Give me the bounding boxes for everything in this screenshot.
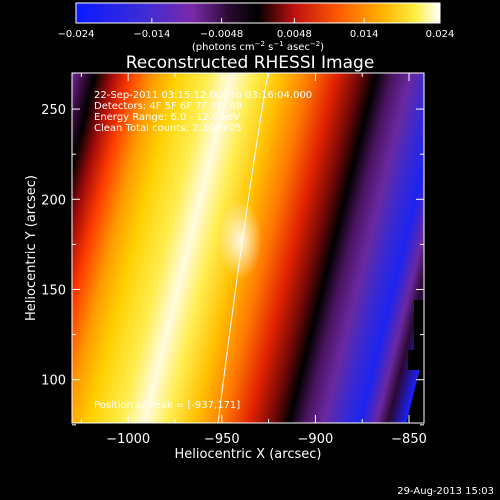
axis-ticks: −1000 −950 −900 −850 100 150 200 250 [41, 73, 427, 447]
colorbar-tick-label: 0.0048 [277, 29, 312, 40]
colorbar-tick-label: −0.0048 [200, 29, 243, 40]
chart-title: Reconstructed RHESSI Image [126, 53, 375, 73]
colorbar-gradient [75, 2, 441, 24]
y-tick-label: 200 [41, 193, 66, 208]
colorbar-tick-label: 0.014 [350, 29, 379, 40]
x-tick-label: −900 [298, 432, 334, 447]
y-tick-label: 100 [41, 374, 66, 389]
heatmap-image [72, 73, 424, 423]
limb-line [217, 73, 269, 423]
y-axis-title: Heliocentric Y (arcsec) [24, 175, 39, 321]
time-range-label: 22-Sep-2011 03:15:12.000 to 03:16:04.000 [94, 90, 312, 101]
colorbar: −0.024 −0.014 −0.0048 0.0048 0.014 0.024 (pho… [57, 2, 454, 53]
detectors-label: Detectors: 4F 5F 6F 7F 8F, A9 [94, 101, 242, 112]
x-tick-label: −1000 [106, 432, 150, 447]
colorbar-unit-label: (photons cm−2 s−1 asec−2) [192, 40, 324, 53]
clean-counts-label: Clean Total counts: 2.30e+05 [94, 123, 242, 134]
colorbar-ticks: −0.024 −0.014 −0.0048 0.0048 0.014 0.024 [57, 18, 454, 40]
x-tick-label: −950 [204, 432, 240, 447]
colorbar-tick-label: −0.024 [57, 29, 94, 40]
x-axis-title: Heliocentric X (arcsec) [175, 447, 322, 462]
peak-position-label: Position of Peak = [-937,171] [94, 400, 240, 411]
peak-glow [218, 200, 262, 280]
x-tick-label: −850 [391, 432, 427, 447]
colorbar-tick-label: −0.014 [133, 29, 170, 40]
y-tick-label: 150 [41, 283, 66, 298]
colorbar-tick-label: 0.024 [426, 29, 455, 40]
energy-range-label: Energy Range: 6.0 - 12.0 keV [94, 112, 240, 123]
plot-frame [71, 72, 425, 424]
y-tick-label: 250 [41, 103, 66, 118]
timestamp-label: 29-Aug-2013 15:03 [397, 486, 494, 497]
